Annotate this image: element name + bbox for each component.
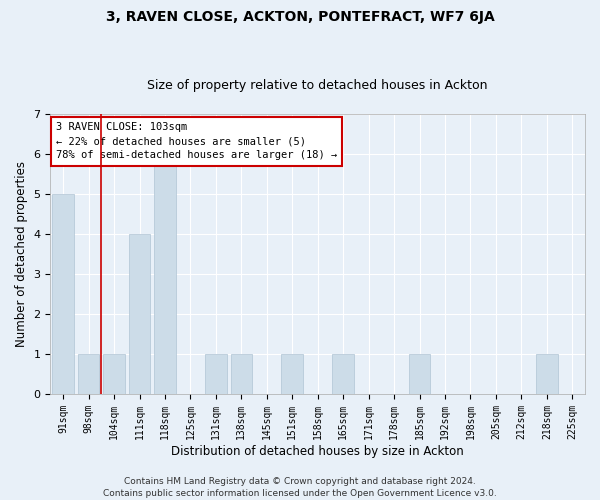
Bar: [409, 354, 430, 394]
Text: Contains HM Land Registry data © Crown copyright and database right 2024.
Contai: Contains HM Land Registry data © Crown c…: [103, 476, 497, 498]
Bar: [128, 234, 151, 394]
Bar: [536, 354, 557, 394]
Bar: [154, 154, 176, 394]
Text: 3 RAVEN CLOSE: 103sqm
← 22% of detached houses are smaller (5)
78% of semi-detac: 3 RAVEN CLOSE: 103sqm ← 22% of detached …: [56, 122, 337, 160]
Title: Size of property relative to detached houses in Ackton: Size of property relative to detached ho…: [148, 79, 488, 92]
Bar: [332, 354, 354, 394]
Bar: [78, 354, 100, 394]
Bar: [205, 354, 227, 394]
Bar: [230, 354, 252, 394]
Bar: [281, 354, 303, 394]
X-axis label: Distribution of detached houses by size in Ackton: Distribution of detached houses by size …: [172, 444, 464, 458]
Bar: [52, 194, 74, 394]
Bar: [103, 354, 125, 394]
Text: 3, RAVEN CLOSE, ACKTON, PONTEFRACT, WF7 6JA: 3, RAVEN CLOSE, ACKTON, PONTEFRACT, WF7 …: [106, 10, 494, 24]
Y-axis label: Number of detached properties: Number of detached properties: [15, 161, 28, 347]
